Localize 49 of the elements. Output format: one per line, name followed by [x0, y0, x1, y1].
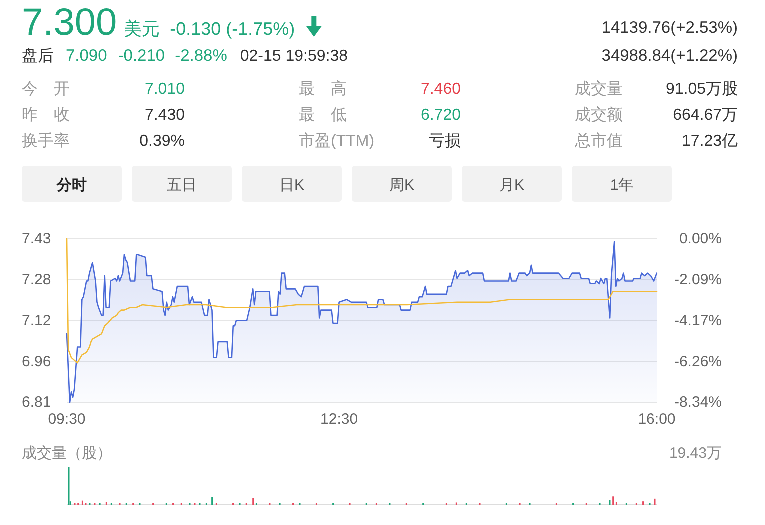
- tab-label: 日K: [280, 177, 304, 194]
- quote-label: 成交量: [575, 81, 623, 98]
- tab-label: 月K: [500, 177, 524, 194]
- quote-label: 昨 收: [22, 107, 70, 124]
- quote-value: 7.430: [144, 107, 185, 124]
- quote-text: -2.88%: [175, 47, 228, 65]
- quote-value: 0.39%: [140, 133, 185, 150]
- quote-value: 6.720: [420, 107, 461, 124]
- quote-text: 盘后: [22, 48, 54, 65]
- quote-label: 今 开: [22, 81, 70, 98]
- quote-value: 7.010: [144, 81, 185, 98]
- quote-value: 7.460: [420, 81, 461, 98]
- y2-tick-label: 0.00%: [679, 230, 722, 248]
- quote-label: 成交额: [575, 107, 623, 124]
- x-tick-label: 12:30: [320, 411, 358, 428]
- y-tick-label: 7.28: [22, 271, 52, 288]
- quote-text: 14139.76(+2.53%): [602, 19, 738, 37]
- quote-text: 02-15 19:59:38: [240, 48, 348, 65]
- quote-label: 市盈(TTM): [299, 133, 375, 150]
- quote-text: -0.210: [118, 47, 166, 65]
- quote-label: 总市值: [575, 133, 623, 150]
- quote-text: 7.090: [66, 47, 108, 65]
- annotation: 19.43万: [669, 445, 722, 462]
- y2-tick-label: -6.26%: [674, 353, 722, 370]
- y2-tick-label: -4.17%: [674, 312, 722, 330]
- y2-tick-label: -8.34%: [674, 394, 722, 412]
- y2-tick-label: -2.09%: [674, 272, 722, 289]
- y-tick-label: 7.12: [22, 312, 52, 330]
- quote-label: 换手率: [22, 133, 70, 150]
- x-tick-label: 16:00: [638, 411, 676, 428]
- tab-label: 五日: [167, 177, 197, 194]
- y-tick-label: 7.43: [22, 230, 52, 248]
- tab-label: 分时: [57, 177, 87, 194]
- quote-value: 664.67万: [673, 107, 738, 124]
- quote-label: 最 低: [299, 107, 347, 124]
- quote-value: 17.23亿: [682, 133, 738, 150]
- quote-text: 34988.84(+1.22%): [602, 47, 738, 65]
- tab-label: 1年: [610, 177, 634, 194]
- quote-text: 7.300: [22, 2, 118, 44]
- quote-value: 亏损: [429, 133, 461, 150]
- quote-text: 美元: [124, 19, 160, 39]
- quote-value: 91.05万股: [666, 81, 738, 98]
- tab-label: 周K: [390, 177, 414, 194]
- x-tick-label: 09:30: [48, 411, 86, 428]
- title: 成交量（股）: [22, 445, 112, 462]
- quote-text: -0.130 (-1.75%): [170, 19, 296, 39]
- quote-label: 最 高: [299, 81, 347, 98]
- y-tick-label: 6.96: [22, 353, 52, 370]
- y-tick-label: 6.81: [22, 394, 52, 412]
